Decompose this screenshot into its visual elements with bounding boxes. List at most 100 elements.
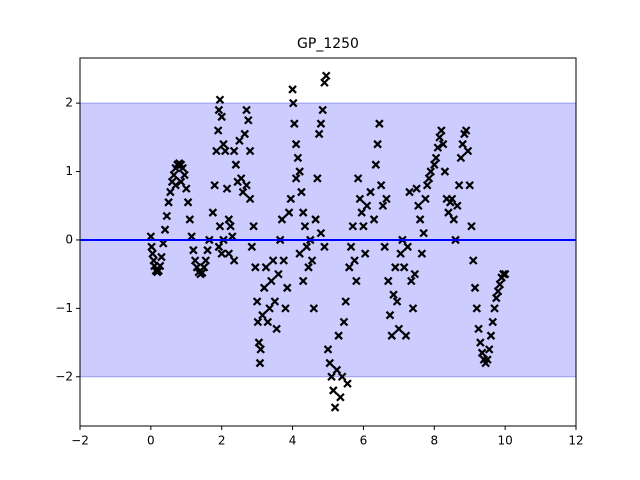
data-point xyxy=(339,317,349,327)
data-point xyxy=(430,160,439,169)
data-point xyxy=(417,249,427,258)
data-point xyxy=(332,365,342,375)
data-point xyxy=(414,201,423,211)
data-point xyxy=(270,297,280,306)
data-point xyxy=(258,310,267,320)
data-point xyxy=(380,242,389,252)
data-point xyxy=(419,228,428,238)
data-point xyxy=(215,95,225,105)
data-point xyxy=(279,256,288,265)
data-point xyxy=(352,276,361,286)
data-point xyxy=(385,310,395,320)
data-point xyxy=(484,345,494,354)
data-point xyxy=(456,153,466,163)
data-point xyxy=(245,146,255,156)
data-point xyxy=(240,129,250,139)
data-point xyxy=(490,304,499,313)
data-point xyxy=(229,146,239,156)
data-point xyxy=(263,317,273,327)
data-point xyxy=(467,221,476,231)
data-point xyxy=(208,208,218,217)
data-point xyxy=(465,180,474,190)
data-point xyxy=(242,105,251,115)
data-point xyxy=(261,263,271,272)
data-point xyxy=(169,170,179,180)
data-point xyxy=(224,249,234,258)
data-point xyxy=(336,392,345,402)
data-point xyxy=(366,187,375,197)
data-point xyxy=(341,297,350,306)
x-tick-label: 8 xyxy=(430,434,438,448)
data-point xyxy=(189,245,198,255)
data-point xyxy=(155,261,165,271)
data-point xyxy=(346,242,356,252)
data-point xyxy=(330,403,340,412)
data-point xyxy=(382,194,391,204)
data-point xyxy=(373,139,382,149)
data-point xyxy=(375,119,384,128)
data-point xyxy=(316,119,326,128)
data-point xyxy=(160,225,170,234)
data-point xyxy=(394,324,404,334)
data-point xyxy=(444,208,453,217)
x-tick-label: 4 xyxy=(289,434,297,448)
data-point xyxy=(458,139,467,149)
data-point xyxy=(203,245,212,255)
data-point xyxy=(327,372,336,382)
data-point xyxy=(298,208,308,217)
data-point xyxy=(399,263,409,272)
data-point xyxy=(369,215,379,224)
data-point xyxy=(311,215,320,224)
data-point xyxy=(197,268,207,278)
data-point xyxy=(499,269,508,279)
data-point xyxy=(228,232,237,241)
data-point xyxy=(492,293,501,303)
data-point xyxy=(337,372,347,382)
data-point xyxy=(224,215,234,224)
data-point xyxy=(401,331,411,340)
data-point xyxy=(360,249,370,258)
data-point xyxy=(247,242,257,252)
data-point xyxy=(212,146,221,156)
data-point xyxy=(321,71,331,81)
data-point xyxy=(185,215,195,224)
data-point xyxy=(474,324,483,334)
data-point xyxy=(435,133,444,142)
data-point xyxy=(282,283,292,293)
data-point xyxy=(274,269,283,279)
data-point xyxy=(320,78,329,87)
data-point xyxy=(486,331,496,340)
data-point xyxy=(267,276,276,286)
data-point xyxy=(371,160,381,169)
data-point xyxy=(376,180,386,190)
data-point xyxy=(307,256,317,265)
plot-frame xyxy=(79,57,577,427)
data-point xyxy=(217,112,226,122)
data-point xyxy=(288,85,297,94)
x-tick-label: 6 xyxy=(360,434,368,448)
data-point xyxy=(437,126,446,135)
data-point xyxy=(313,174,322,183)
data-point xyxy=(249,221,258,231)
data-point xyxy=(408,304,418,313)
x-tick-label: 12 xyxy=(568,434,583,448)
data-point xyxy=(476,338,485,347)
data-point xyxy=(468,256,478,265)
data-point xyxy=(238,187,248,197)
data-point xyxy=(291,174,301,183)
data-point xyxy=(378,201,388,211)
data-point xyxy=(293,153,303,163)
data-point xyxy=(214,105,224,115)
data-point xyxy=(255,358,265,368)
data-point xyxy=(178,163,188,173)
data-point xyxy=(362,201,372,211)
data-point xyxy=(220,146,230,156)
y-tick-label: −1 xyxy=(55,301,73,315)
data-point xyxy=(334,331,343,340)
data-point xyxy=(447,194,457,204)
data-point xyxy=(300,221,310,231)
data-point xyxy=(236,174,246,183)
data-point xyxy=(272,324,281,334)
data-point xyxy=(348,221,358,231)
data-point xyxy=(286,194,296,204)
